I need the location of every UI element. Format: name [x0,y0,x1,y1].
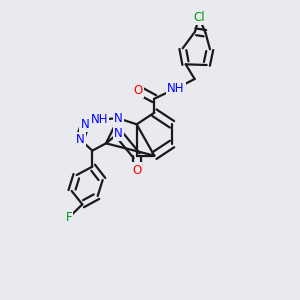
Text: N: N [81,118,89,131]
Text: NH: NH [167,82,184,95]
Text: N: N [76,133,84,146]
Text: O: O [134,83,143,97]
Text: F: F [66,211,72,224]
Text: N: N [114,112,123,125]
Text: O: O [132,164,141,176]
Text: N: N [114,127,123,140]
Text: NH: NH [91,113,108,126]
Text: Cl: Cl [193,11,205,24]
